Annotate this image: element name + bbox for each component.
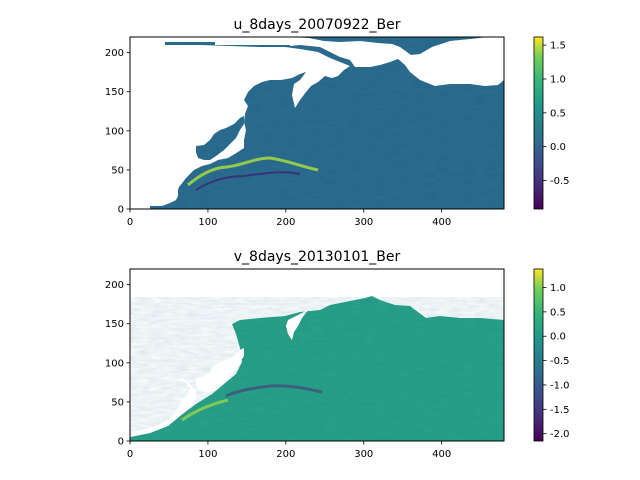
y-tick-label: 150: [105, 87, 124, 98]
x-tick-label: 100: [198, 449, 217, 460]
x-tick-label: 200: [276, 449, 295, 460]
y-tick-label: 0: [118, 437, 124, 448]
top-current-features: [187, 156, 319, 191]
x-tick-label: 400: [432, 217, 451, 228]
bottom-eddy-cluster: [225, 384, 323, 398]
bottom-plot-frame: [129, 268, 505, 442]
top-y-axis: 0 50 100 150 200: [105, 48, 130, 216]
top-colorbar-gradient: [533, 36, 544, 210]
bottom-land-mask: [130, 310, 308, 437]
x-tick-label: 0: [127, 449, 133, 460]
y-tick-label: 150: [105, 319, 124, 330]
colorbar-tick-label: -0.5: [550, 356, 570, 367]
top-plot-frame: [129, 36, 505, 210]
bottom-colorbar-ticks: -2.0 -1.5 -1.0 -0.5 0.0 0.5 1.0: [543, 283, 570, 440]
y-tick-label: 100: [105, 126, 124, 137]
bottom-current-features: [181, 384, 323, 422]
top-heatmap-plot-area: [129, 36, 505, 210]
colorbar-tick-label: -1.0: [550, 380, 570, 391]
y-tick-label: 50: [111, 165, 124, 176]
colorbar-tick-label: -1.5: [550, 405, 570, 416]
x-tick-label: 300: [354, 449, 373, 460]
y-tick-label: 200: [105, 48, 124, 59]
y-tick-label: 200: [105, 280, 124, 291]
bottom-bright-streak: [181, 398, 229, 422]
x-tick-label: 400: [432, 449, 451, 460]
bottom-heatmap-plot-area: [129, 268, 505, 442]
y-tick-label: 0: [118, 205, 124, 216]
top-x-axis: 0 100 200 300 400: [127, 209, 451, 228]
colorbar-tick-label: 0.0: [550, 142, 566, 153]
colorbar-tick-label: 0.0: [550, 332, 566, 343]
bottom-heatmap-panel: v_8days_20130101_Ber 0 100 200 300 400 0 50 10…: [105, 249, 570, 460]
colorbar-tick-label: 1.5: [550, 41, 566, 52]
bottom-colorbar: -2.0 -1.5 -1.0 -0.5 0.0 0.5 1.0: [533, 268, 570, 442]
top-colorbar: -0.5 0.0 0.5 1.0 1.5: [533, 36, 570, 210]
bottom-field-texture: [130, 297, 504, 441]
colorbar-tick-label: 1.0: [550, 283, 566, 294]
top-heatmap-title: u_8days_20070922_Ber: [233, 17, 400, 33]
bottom-x-axis: 0 100 200 300 400: [127, 441, 451, 460]
top-land-mask: [130, 37, 504, 209]
top-kuroshio-jet: [187, 156, 319, 187]
colorbar-tick-label: -2.0: [550, 429, 570, 440]
colorbar-tick-label: 0.5: [550, 108, 566, 119]
top-kuroshio-counter: [195, 171, 301, 191]
bottom-heatmap-title: v_8days_20130101_Ber: [234, 249, 401, 265]
colorbar-tick-label: -0.5: [550, 176, 570, 187]
bottom-colorbar-gradient: [533, 268, 544, 442]
x-tick-label: 100: [198, 217, 217, 228]
y-tick-label: 50: [111, 397, 124, 408]
x-tick-label: 200: [276, 217, 295, 228]
top-heatmap-panel: u_8days_20070922_Ber 0 100 200 300 400 0 50 10…: [105, 17, 570, 228]
top-colorbar-ticks: -0.5 0.0 0.5 1.0 1.5: [543, 41, 570, 187]
bottom-y-axis: 0 50 100 150 200: [105, 280, 130, 448]
colorbar-tick-label: 1.0: [550, 74, 566, 85]
colorbar-tick-label: 0.5: [550, 307, 566, 318]
x-tick-label: 0: [127, 217, 133, 228]
y-tick-label: 100: [105, 358, 124, 369]
x-tick-label: 300: [354, 217, 373, 228]
